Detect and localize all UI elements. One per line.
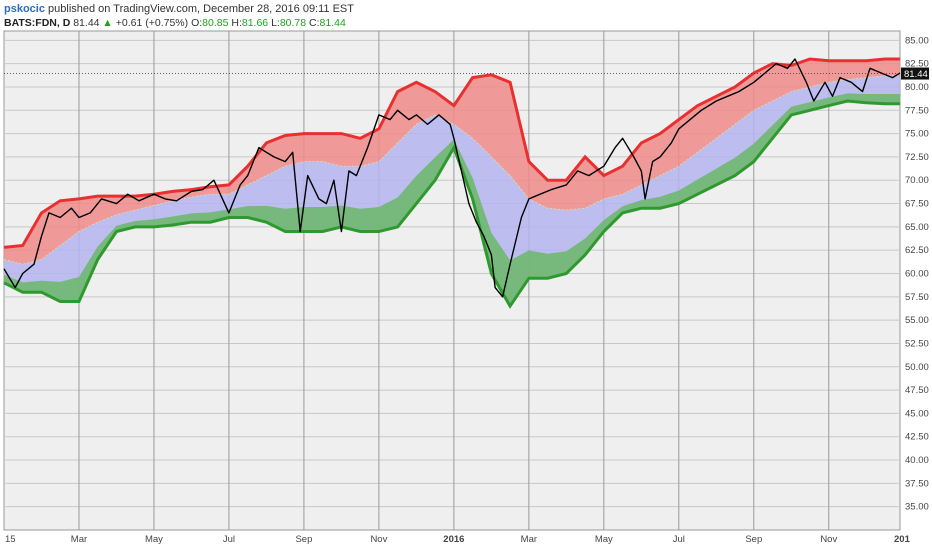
- x-tick-label: May: [145, 534, 163, 545]
- author-link[interactable]: pskocic: [4, 3, 45, 15]
- x-tick-label: Sep: [745, 534, 762, 545]
- y-tick-label: 60.00: [905, 269, 929, 280]
- y-tick-label: 52.50: [905, 338, 929, 349]
- x-tick-label: 15: [5, 534, 16, 545]
- band-fills: [4, 59, 900, 307]
- x-tick-label: Sep: [295, 534, 312, 545]
- x-tick-label: Jul: [673, 534, 685, 545]
- y-tick-label: 75.00: [905, 129, 929, 140]
- y-tick-label: 47.50: [905, 385, 929, 396]
- up-arrow-icon: ▲: [102, 17, 113, 29]
- x-tick-label: 2016: [443, 534, 464, 545]
- y-tick-label: 82.50: [905, 59, 929, 70]
- high-value: 81.66: [241, 17, 269, 29]
- y-tick-label: 37.50: [905, 478, 929, 489]
- y-tick-label: 42.50: [905, 432, 929, 443]
- mid-band-line: [3, 75, 900, 265]
- change-value: +0.61 (+0.75%): [115, 17, 189, 29]
- y-tick-label: 70.00: [905, 175, 929, 186]
- mid-band-fill: [4, 75, 900, 307]
- x-tick-label: Mar: [521, 534, 537, 545]
- y-tick-label: 45.00: [905, 408, 929, 419]
- y-tick-label: 50.00: [905, 362, 929, 373]
- x-axis: 15 Mar May Jul Sep Nov 2016 Mar May Jul Sep Nov 201: [5, 534, 911, 545]
- x-tick-label: May: [595, 534, 613, 545]
- published-text: published on TradingView.com, December 2…: [48, 3, 354, 15]
- y-tick-label: 65.00: [905, 222, 929, 233]
- y-tick-label: 55.00: [905, 315, 929, 326]
- y-tick-label: 85.00: [905, 35, 929, 46]
- y-tick-label: 62.50: [905, 245, 929, 256]
- x-tick-label: Nov: [370, 534, 387, 545]
- close-value: 81.44: [319, 17, 346, 29]
- open-value: 80.85: [202, 17, 229, 29]
- x-tick-label: Nov: [820, 534, 837, 545]
- y-axis: 85.00 82.50 80.00 77.50 75.00 72.50 70.00 67.50…: [905, 35, 929, 512]
- band-lines: [3, 57, 901, 309]
- open-label: O:: [191, 17, 203, 29]
- high-label: H:: [231, 17, 242, 29]
- y-tick-label: 57.50: [905, 292, 929, 303]
- y-tick-label: 72.50: [905, 152, 929, 163]
- price-tag-label: 81.44: [904, 69, 928, 80]
- x-tick-label: 201: [894, 534, 911, 545]
- price-line: [3, 58, 901, 298]
- x-tick-label: Jul: [223, 534, 235, 545]
- y-tick-label: 77.50: [905, 105, 929, 116]
- y-tick-label: 80.00: [905, 82, 929, 93]
- y-tick-label: 67.50: [905, 199, 929, 210]
- y-tick-label: 35.00: [905, 502, 929, 513]
- symbol-label[interactable]: BATS:FDN, D: [4, 17, 71, 29]
- price-tag: 81.44: [901, 67, 929, 80]
- y-tick-label: 40.00: [905, 455, 929, 466]
- low-value: 80.78: [279, 17, 307, 29]
- lower-band-line: [3, 99, 900, 309]
- last-price: 81.44: [73, 17, 100, 29]
- ohlc-line: BATS:FDN, D 81.44 ▲ +0.61 (+0.75%) O:80.…: [4, 17, 346, 29]
- x-tick-label: Mar: [71, 534, 87, 545]
- upper-band-fill: [4, 59, 900, 265]
- price-tag-box: [901, 67, 929, 80]
- close-label: C:: [309, 17, 320, 29]
- publish-line: pskocic published on TradingView.com, De…: [4, 3, 354, 15]
- low-label: L:: [271, 17, 280, 29]
